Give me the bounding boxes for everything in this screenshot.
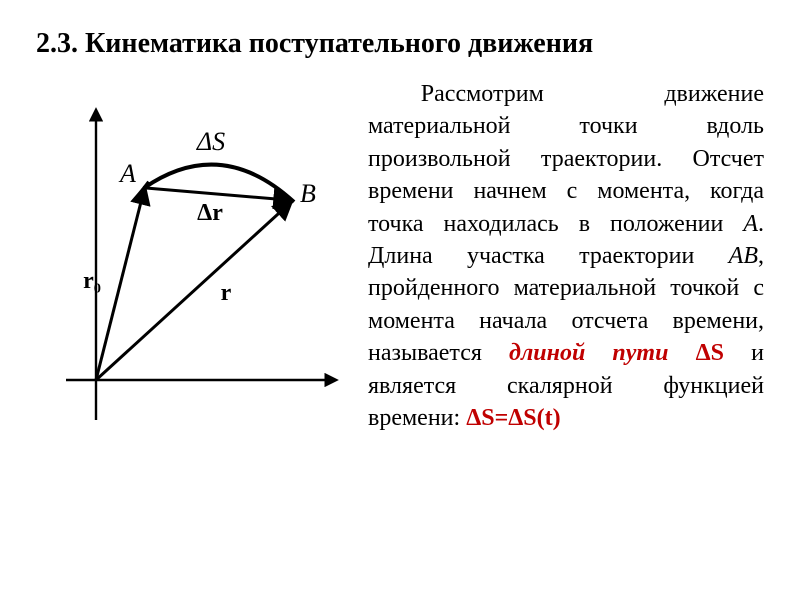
trajectory-arc [144,165,294,202]
vector-r [96,204,289,380]
kinematics-figure: ΔS A B Δr r₀ r [36,90,356,450]
label-delta-s: ΔS [196,127,225,156]
figure-column: ΔS A B Δr r₀ r [36,78,356,450]
para-dlina: длиной пути [509,340,668,366]
label-dr: Δr [197,200,223,226]
vector-r0 [96,190,144,380]
para-A: A [743,211,758,237]
body-text: Рассмотрим движение материальной точки в… [368,78,764,450]
label-a: A [118,159,136,188]
section-title: 2.3. Кинематика поступательного движения [36,28,764,60]
para-eq: ΔS=ΔS(t) [466,405,560,431]
label-r0: r₀ [83,268,101,294]
label-b: B [300,179,316,208]
label-r: r [221,280,232,306]
para-ds: ΔS [668,340,724,366]
content-row: ΔS A B Δr r₀ r Рассмотрим движение матер… [36,78,764,450]
vector-dr [146,188,288,200]
para-AB: AB [729,243,758,269]
para-s1: Рассмотрим движение материальной точки в… [368,81,764,237]
